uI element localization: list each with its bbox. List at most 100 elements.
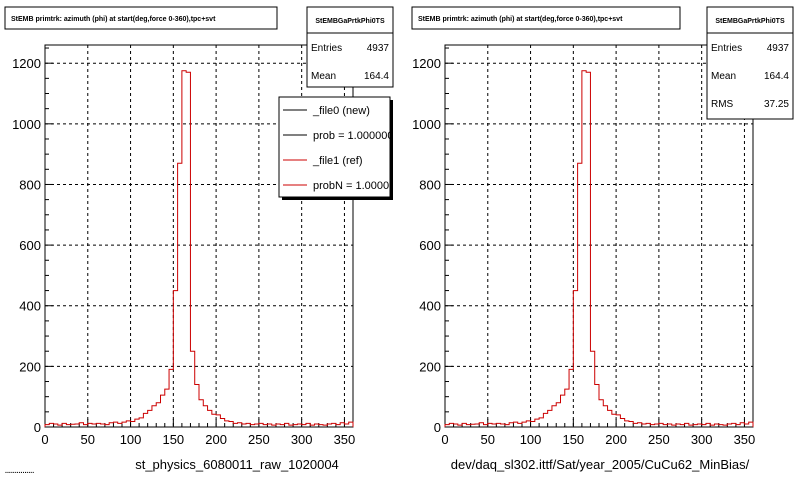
y-tick-label: 400 [419,299,441,314]
histogram-bin [143,413,147,427]
histogram-bin [336,425,340,427]
histogram-bin [492,424,496,427]
histogram-bin [723,425,727,427]
stats-value: 37.25 [764,99,789,110]
histogram-bin [310,425,314,427]
histogram-bin [306,423,310,427]
y-tick-label: 200 [19,359,41,374]
histogram-bin [561,395,565,427]
x-tick-label: 0 [41,432,48,447]
histogram-bin [113,422,117,427]
histogram-bin [327,424,331,427]
histogram-bin [565,389,569,427]
stats-value: 164.4 [364,71,389,82]
histogram-bin [689,425,693,427]
histogram-bin [220,419,224,427]
legend-label: _file0 (new) [312,105,370,117]
histogram-bin [75,424,79,427]
histogram-panel-1: 0 50 100 150 200 250 300 350 0 200 400 600 800 1000 12… [4,6,394,475]
histogram-bin [195,385,199,427]
histogram-bin [590,351,594,427]
stats-label: Entries [711,43,742,54]
footnote: ............... [5,468,34,475]
histogram-bin [101,424,105,427]
histogram-bin [109,423,113,427]
histogram-bin [697,424,701,427]
histogram-bin [740,423,744,427]
x-tick-label: 250 [248,432,270,447]
histogram-bin [672,425,676,427]
histogram-bin [548,410,552,427]
histogram-bin [680,425,684,427]
histogram-bin [471,424,475,427]
histogram-bin [535,419,539,427]
histogram-bin [616,415,620,427]
histogram-bin [732,423,736,427]
histogram-bin [54,424,58,427]
histogram-bin [612,414,616,427]
histogram-bin [702,425,706,427]
histogram-bin [319,425,323,427]
histogram-bin [518,423,522,427]
histogram-bin [285,423,289,427]
histogram-bin [178,163,182,427]
histogram-bin [663,425,667,427]
histogram-bin [586,72,590,427]
file-caption: dev/daq_sl302.ittf/Sat/year_2005/CuCu62_… [451,457,750,472]
x-tick-label: 300 [691,432,713,447]
histogram-panel-2: 0 50 100 150 200 250 300 350 0 200 400 600 800 1000 12… [411,6,794,472]
legend-label: prob = 1.000000 [313,130,393,142]
histogram-bin [569,369,573,427]
histogram-bin [92,424,96,427]
histogram-bin [685,423,689,427]
y-tick-label: 1200 [412,56,441,71]
x-tick-label: 350 [334,432,356,447]
histogram-bin [445,425,449,427]
histogram-bin [522,422,526,427]
histogram-bin [49,423,53,427]
x-tick-label: 50 [81,432,95,447]
histogram-bin [135,419,139,427]
histogram-bin [62,423,66,427]
histogram-bin [276,424,280,427]
y-tick-label: 1000 [412,117,441,132]
histogram-bin [655,424,659,427]
histogram-bin [293,425,297,427]
histogram-bin [582,71,586,427]
histogram-bin [659,423,663,427]
histogram-bin [552,406,556,427]
histogram-bin [84,425,88,427]
histogram-bin [267,424,271,427]
histogram-bin [302,425,306,427]
histogram-bin [152,406,156,427]
y-tick-label: 200 [419,359,441,374]
y-tick-label: 600 [19,238,41,253]
plot-title-box [4,6,278,30]
stats-value: 4937 [367,43,390,54]
histogram-bin [706,423,710,427]
histogram-bin [466,425,470,427]
histogram-bin [573,291,577,427]
y-tick-label: 800 [419,177,441,192]
stats-label: RMS [711,99,734,110]
x-tick-label: 0 [441,432,448,447]
plot-title: StEMB primtrk: azimuth (phi) at start(de… [418,16,623,23]
histogram-bin [543,413,547,427]
histogram-bin [280,425,284,427]
y-tick-label: 0 [34,420,41,435]
y-tick-label: 0 [434,420,441,435]
histogram-bin [122,422,126,427]
histogram-bin [229,422,233,427]
file-caption: st_physics_6080011_raw_1020004 [135,457,339,472]
histogram-bin [242,424,246,427]
stats-label: Mean [311,71,336,82]
histogram-bin [458,425,462,427]
histogram-bin [148,410,152,427]
histogram-bin [513,422,517,427]
histogram-bin [349,422,353,427]
histogram-bin [79,423,83,427]
x-tick-label: 50 [481,432,495,447]
histogram-bin [259,423,263,427]
x-tick-label: 250 [648,432,670,447]
